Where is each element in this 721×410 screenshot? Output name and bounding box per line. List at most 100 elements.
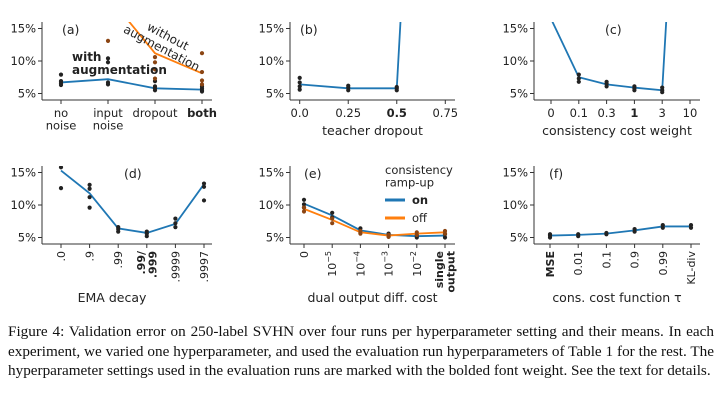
panel-label: (d)	[124, 166, 142, 181]
run-point	[152, 76, 158, 81]
x-tick-label: dropout	[133, 106, 178, 120]
x-axis-label: consistency cost weight	[542, 123, 692, 138]
panel-label: (c)	[605, 22, 622, 37]
run-point	[173, 221, 178, 226]
x-tick-label: input noise	[93, 106, 124, 133]
series-line-c	[551, 22, 668, 92]
x-tick-label: both	[187, 106, 217, 120]
x-tick-label: 1	[630, 106, 638, 120]
panel-d: 5% 10% 15% (d) .0 .9 .99 .99/.999 .9999 .9997 EMA …	[10, 166, 212, 305]
run-point	[116, 225, 121, 230]
legend-title: consistency ramp-up	[385, 163, 453, 190]
run-point	[632, 226, 637, 232]
x-axis-label: EMA decay	[78, 290, 147, 305]
panel-e: 5% 10% 15% (e) 0 10−5 10−4 10−3 10−2 singleoutput…	[258, 163, 457, 305]
x-tick-label: .9	[84, 251, 97, 262]
run-point	[201, 181, 207, 186]
y-tick-label: 5%	[266, 87, 284, 101]
y-tick-label: 5%	[510, 87, 528, 101]
run-point	[152, 55, 158, 60]
run-point	[199, 69, 205, 75]
x-tick-label: MSE	[544, 251, 557, 277]
run-point	[152, 60, 158, 65]
x-tick-label: 0.1	[600, 251, 613, 269]
y-tick-label: 5%	[18, 87, 36, 101]
x-tick-label: 10−4	[352, 251, 367, 277]
series-line-without-augmentation	[128, 22, 203, 75]
y-tick-label: 5%	[510, 231, 528, 245]
y-tick-label: 10%	[258, 54, 284, 68]
x-tick-label: 10−5	[324, 251, 339, 277]
run-point	[660, 223, 665, 228]
annotation-with-augmentation: with augmentation	[72, 50, 167, 77]
x-tick-label: 0.1	[570, 106, 588, 120]
y-tick-label: 5%	[266, 231, 284, 245]
y-tick-label: 5%	[18, 231, 36, 245]
y-tick-label: 10%	[258, 198, 284, 212]
run-point	[105, 38, 111, 43]
y-tick-label: 15%	[258, 166, 284, 180]
run-point	[358, 228, 363, 234]
panel-label: (e)	[304, 166, 321, 181]
run-point	[547, 232, 553, 237]
y-tick-label: 10%	[502, 198, 528, 212]
run-point	[199, 78, 205, 83]
series-line-with-augmentation	[60, 78, 203, 91]
run-point	[87, 186, 92, 191]
panel-label: (a)	[62, 22, 79, 37]
x-tick-label: .99/.999	[135, 250, 160, 278]
run-point	[58, 166, 64, 170]
panel-b: 5% 10% 15% (b) 0.0 0.25 0.5 0.75 teacher dropout	[258, 22, 458, 139]
x-tick-label: .0	[55, 251, 68, 262]
x-tick-label: 0.25	[335, 106, 361, 120]
run-point	[87, 205, 92, 210]
run-point	[173, 225, 178, 230]
x-tick-label: 0.01	[572, 251, 585, 276]
run-point	[58, 186, 64, 191]
series-line-b	[299, 22, 402, 90]
run-point	[442, 228, 448, 234]
run-point	[414, 230, 419, 235]
y-tick-label: 10%	[10, 198, 36, 212]
run-point	[58, 72, 64, 77]
y-tick-label: 10%	[502, 54, 528, 68]
run-point	[346, 83, 351, 88]
run-point	[144, 229, 149, 234]
legend-label-on: on	[412, 193, 428, 207]
x-tick-label: 0	[298, 251, 311, 258]
y-tick-label: 15%	[258, 22, 284, 36]
x-axis-label: dual output diff. cost	[307, 290, 437, 305]
run-point	[297, 80, 302, 85]
x-tick-label: 3	[659, 106, 666, 120]
run-point	[201, 198, 207, 203]
x-axis-label: teacher dropout	[322, 123, 423, 138]
run-point	[301, 205, 307, 210]
run-point	[442, 235, 448, 240]
run-point	[152, 84, 158, 89]
run-point	[604, 230, 609, 236]
series-line-on	[303, 202, 446, 238]
run-point	[330, 210, 335, 215]
run-point	[105, 56, 111, 61]
run-point	[87, 182, 92, 187]
y-tick-label: 15%	[502, 22, 528, 36]
y-tick-label: 15%	[10, 166, 36, 180]
run-point	[58, 79, 64, 84]
run-point	[297, 75, 302, 80]
run-point	[632, 84, 637, 89]
run-point	[576, 76, 581, 81]
series-line-off	[303, 208, 446, 237]
run-point	[604, 79, 609, 84]
y-tick-label: 10%	[10, 54, 36, 68]
x-tick-label: 0.75	[432, 106, 458, 120]
x-axis-label: cons. cost function τ	[552, 290, 681, 305]
panel-a: 5% 10% 15% (a) no noise input noise dropout both w…	[10, 20, 217, 133]
run-point	[576, 79, 581, 84]
y-tick-label: 15%	[10, 22, 36, 36]
x-tick-label: no noise	[46, 106, 77, 133]
run-point	[301, 197, 307, 202]
panel-label: (f)	[549, 166, 563, 181]
x-tick-label: 0.9	[629, 251, 642, 269]
panel-f: 5% 10% 15% (f) MSE 0.01 0.1 0.9 0.99 KL-div cons. …	[502, 166, 700, 305]
